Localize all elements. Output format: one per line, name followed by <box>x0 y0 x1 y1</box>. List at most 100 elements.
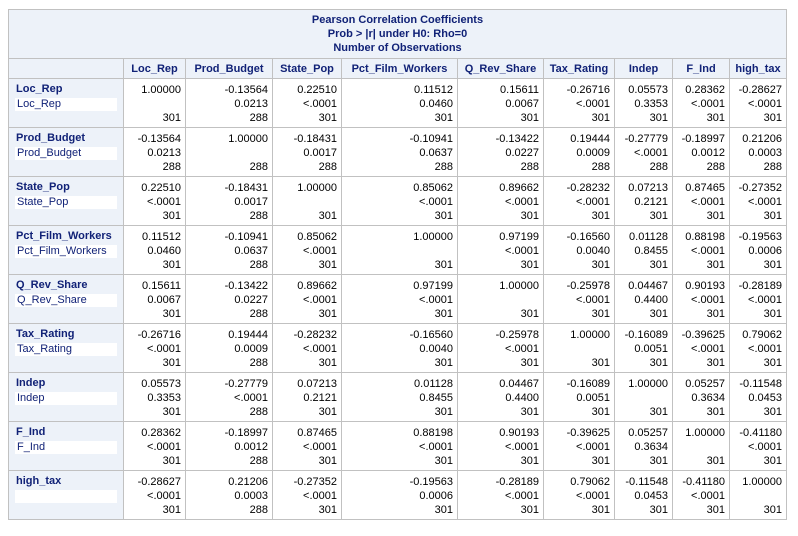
correlation-cell: -0.27352 <.0001 301 <box>272 470 342 520</box>
correlation-cell: -0.41180 <.0001 301 <box>672 470 730 520</box>
correlation-value: 0.90193 <box>685 280 725 292</box>
p-value: <.0001 <box>303 441 337 453</box>
correlation-output: Pearson Correlation Coefficients Prob > … <box>8 9 787 520</box>
correlation-value: -0.13564 <box>224 84 268 96</box>
observation-count: 288 <box>249 357 268 369</box>
correlation-cell: -0.11548 0.0453 301 <box>729 372 787 422</box>
observation-count: 288 <box>249 112 268 124</box>
correlation-value: -0.26716 <box>137 329 181 341</box>
correlation-value: -0.11548 <box>739 378 782 390</box>
p-value: <.0001 <box>419 294 453 306</box>
observation-count: 288 <box>249 406 268 418</box>
correlation-value: -0.13564 <box>137 133 181 145</box>
observation-count: 301 <box>591 308 610 320</box>
correlation-value: -0.16089 <box>624 329 668 341</box>
observation-count: 301 <box>434 455 453 467</box>
correlation-value: 0.28362 <box>685 84 725 96</box>
observation-count: 301 <box>318 112 337 124</box>
observation-count: 288 <box>249 210 268 222</box>
observation-count: 301 <box>763 357 782 369</box>
p-value: 0.0017 <box>303 147 337 159</box>
correlation-value: 0.19444 <box>228 329 268 341</box>
correlation-value: -0.28189 <box>738 280 782 292</box>
p-value: <.0001 <box>505 196 539 208</box>
column-header: Prod_Budget <box>185 58 273 79</box>
observation-count: 301 <box>162 406 181 418</box>
correlation-value: -0.13422 <box>495 133 539 145</box>
observation-count: 288 <box>706 161 725 173</box>
p-value: 0.0009 <box>576 147 610 159</box>
observation-count: 301 <box>649 357 668 369</box>
correlation-value: -0.10941 <box>409 133 453 145</box>
p-value: <.0001 <box>234 392 268 404</box>
p-value <box>186 146 272 160</box>
column-header: F_Ind <box>672 58 730 79</box>
observation-count: 301 <box>706 455 725 467</box>
p-value: 0.0051 <box>634 343 668 355</box>
correlation-value: 0.15611 <box>500 84 539 96</box>
correlation-cell: 0.88198 <.0001 301 <box>672 225 730 275</box>
p-value: 0.0460 <box>419 98 453 110</box>
p-value: <.0001 <box>691 343 725 355</box>
observation-count: 288 <box>249 455 268 467</box>
correlation-cell: -0.26716 <.0001 301 <box>123 323 186 373</box>
row-variable-label: Prod_Budget <box>15 147 117 160</box>
table-row: F_Ind F_Ind 0.28362 <.0001 301 -0.18997 0.0012… <box>8 421 787 471</box>
p-value: 0.3634 <box>634 441 668 453</box>
observation-count: 301 <box>318 455 337 467</box>
p-value: <.0001 <box>147 441 181 453</box>
column-header: State_Pop <box>272 58 342 79</box>
correlation-cell: -0.39625 <.0001 301 <box>543 421 615 471</box>
correlation-value: -0.25978 <box>495 329 539 341</box>
correlation-cell: 0.21206 0.0003 288 <box>729 127 787 177</box>
p-value: <.0001 <box>748 294 782 306</box>
correlation-value: 0.79062 <box>742 329 782 341</box>
correlation-cell: -0.16089 0.0051 301 <box>614 323 673 373</box>
correlation-cell: 0.05257 0.3634 301 <box>672 372 730 422</box>
correlation-value: -0.27779 <box>624 133 668 145</box>
correlation-cell: 0.01128 0.8455 301 <box>341 372 458 422</box>
correlation-cell: 0.79062 <.0001 301 <box>729 323 787 373</box>
correlation-table: Pearson Correlation Coefficients Prob > … <box>8 9 787 520</box>
p-value: 0.4400 <box>505 392 539 404</box>
correlation-cell: 0.85062 <.0001 301 <box>341 176 458 226</box>
observation-count: 301 <box>162 504 181 516</box>
correlation-cell: 0.87465 <.0001 301 <box>272 421 342 471</box>
correlation-cell: 0.11512 0.0460 301 <box>123 225 186 275</box>
observation-count: 301 <box>318 210 337 222</box>
correlation-value: 0.11512 <box>414 84 453 96</box>
title-line-3: Number of Observations <box>333 42 462 54</box>
correlation-value: 0.07213 <box>628 182 668 194</box>
observation-count: 301 <box>520 455 539 467</box>
p-value: <.0001 <box>748 98 782 110</box>
p-value <box>458 293 543 307</box>
correlation-cell: 1.00000 301 <box>272 176 342 226</box>
correlation-value: 0.15611 <box>142 280 181 292</box>
correlation-cell: -0.13564 0.0213 288 <box>123 127 186 177</box>
correlation-value: -0.18997 <box>224 427 268 439</box>
row-variable-name: F_Ind <box>16 426 46 438</box>
correlation-cell: -0.39625 <.0001 301 <box>672 323 730 373</box>
correlation-value: -0.27352 <box>738 182 782 194</box>
observation-count: 301 <box>434 406 453 418</box>
table-row: Tax_Rating Tax_Rating -0.26716 <.0001 301 0.1… <box>8 323 787 373</box>
observation-count: 301 <box>162 210 181 222</box>
correlation-cell: 0.22510 <.0001 301 <box>272 78 342 128</box>
p-value: 0.8455 <box>419 392 453 404</box>
p-value: <.0001 <box>748 441 782 453</box>
observation-count: 301 <box>434 112 453 124</box>
correlation-cell: 0.90193 <.0001 301 <box>672 274 730 324</box>
p-value: <.0001 <box>576 196 610 208</box>
correlation-cell: -0.11548 0.0453 301 <box>614 470 673 520</box>
observation-count: 301 <box>591 259 610 271</box>
p-value: <.0001 <box>147 490 181 502</box>
correlation-cell: 0.15611 0.0067 301 <box>457 78 544 128</box>
observation-count: 288 <box>249 504 268 516</box>
row-variable-label: Q_Rev_Share <box>15 294 117 307</box>
correlation-cell: 0.19444 0.0009 288 <box>185 323 273 373</box>
title-line-1: Pearson Correlation Coefficients <box>311 14 484 26</box>
p-value: 0.0012 <box>234 441 268 453</box>
p-value: <.0001 <box>505 441 539 453</box>
observation-count: 301 <box>318 357 337 369</box>
p-value: 0.0637 <box>419 147 453 159</box>
